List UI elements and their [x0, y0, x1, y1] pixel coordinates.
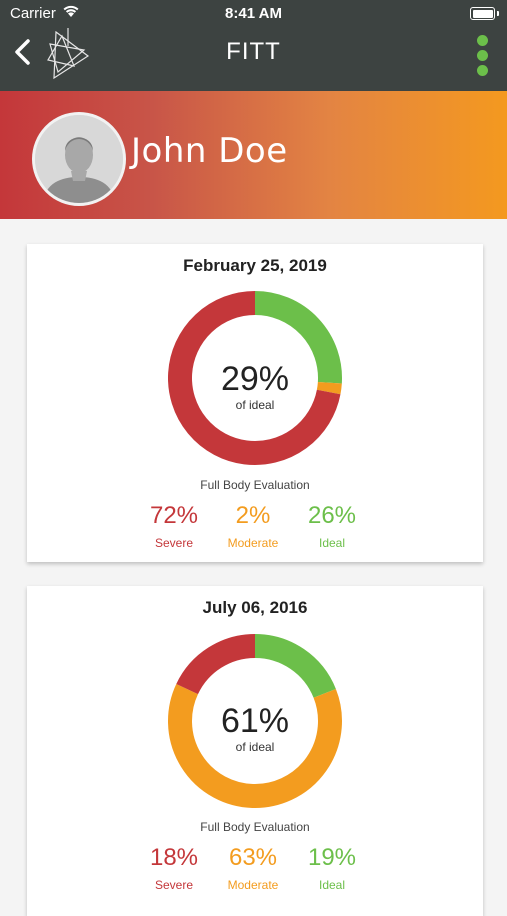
moderate-metric: 63% Moderate — [198, 844, 308, 892]
evaluation-date: July 06, 2016 — [202, 598, 308, 617]
severe-value: 72% — [149, 502, 199, 529]
donut-slice-moderate — [168, 683, 342, 808]
evaluation-caption: Full Body Evaluation — [200, 478, 310, 492]
moderate-label: Moderate — [227, 878, 279, 892]
donut-slice-severe — [176, 634, 256, 695]
evaluation-card[interactable]: February 25, 2019 29% of ideal Full Body… — [27, 244, 483, 562]
profile-header: John Doe — [0, 91, 507, 219]
avatar — [32, 112, 126, 206]
severe-label: Severe — [154, 536, 194, 550]
severe-metric: 18% Severe — [119, 844, 229, 892]
chevron-left-icon[interactable] — [10, 34, 36, 70]
evaluation-date: February 25, 2019 — [183, 256, 327, 275]
page-title: FITT — [226, 38, 281, 65]
wifi-icon — [63, 5, 79, 17]
moderate-value: 63% — [228, 844, 278, 871]
moderate-metric: 2% Moderate — [198, 502, 308, 550]
fitt-logo-icon — [47, 28, 90, 80]
user-silhouette-icon — [35, 115, 123, 203]
ideal-metric: 26% Ideal — [277, 502, 387, 550]
carrier-label: Carrier — [10, 5, 56, 22]
moderate-label: Moderate — [227, 536, 279, 550]
profile-name: John Doe — [131, 131, 288, 171]
evaluation-donut-chart — [168, 634, 342, 808]
donut-slice-moderate — [316, 381, 342, 395]
evaluation-donut-chart — [168, 291, 342, 465]
ideal-label: Ideal — [318, 536, 346, 550]
evaluation-card[interactable]: July 06, 2016 61% of ideal Full Body Eva… — [27, 586, 483, 916]
ideal-value: 26% — [307, 502, 357, 529]
ideal-label: Ideal — [318, 878, 346, 892]
severe-label: Severe — [154, 878, 194, 892]
donut-slice-ideal — [254, 291, 342, 384]
top-navigation-bar: Carrier 8:41 AM FITT — [0, 0, 507, 91]
status-time: 8:41 AM — [225, 5, 282, 22]
moderate-value: 2% — [235, 502, 271, 529]
ideal-metric: 19% Ideal — [277, 844, 387, 892]
evaluation-caption: Full Body Evaluation — [200, 820, 310, 834]
severe-value: 18% — [149, 844, 199, 871]
severe-metric: 72% Severe — [119, 502, 229, 550]
more-vertical-icon[interactable] — [475, 34, 489, 78]
score-percent: 61% — [220, 702, 290, 740]
donut-slice-severe — [168, 291, 341, 465]
score-label: of ideal — [235, 740, 275, 754]
score-percent: 29% — [220, 360, 290, 398]
score-label: of ideal — [235, 398, 275, 412]
status-bar: Carrier 8:41 AM — [0, 0, 507, 28]
battery-icon — [470, 7, 499, 20]
ideal-value: 19% — [307, 844, 357, 871]
donut-slice-ideal — [254, 634, 336, 699]
